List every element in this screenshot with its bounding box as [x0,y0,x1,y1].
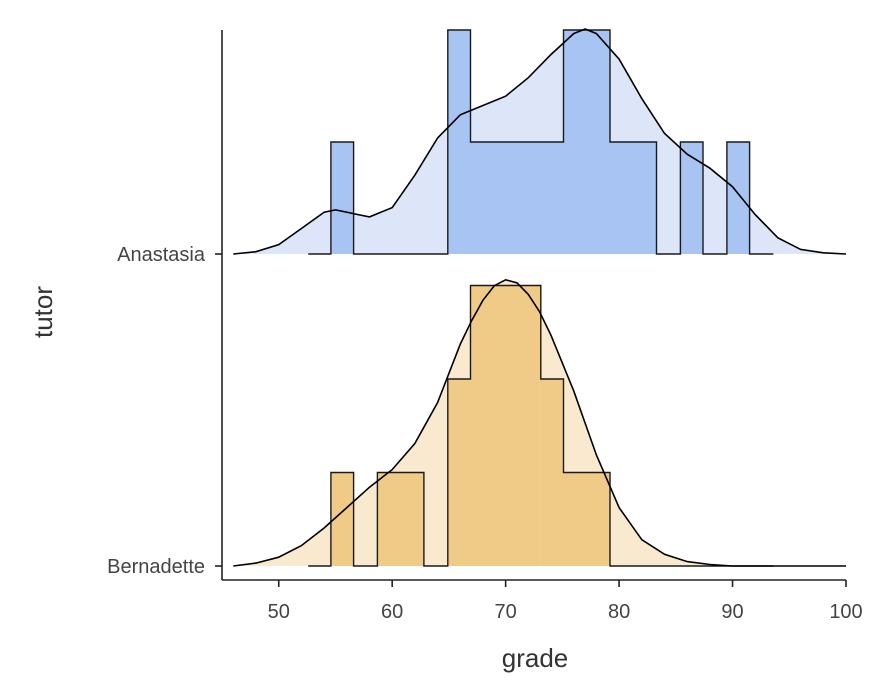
histogram-bar [377,472,424,566]
x-tick-label: 100 [829,601,862,623]
histogram-bar [330,472,354,566]
ridge-rows [233,28,847,567]
histogram-bar [563,30,610,254]
histogram-bar [680,142,704,254]
density-line [233,278,846,567]
histogram-bar [470,142,564,254]
histogram-bar [330,142,354,254]
ridge-anastasia [233,28,847,255]
histogram-bar [726,142,750,254]
x-tick-label: 80 [608,601,630,623]
x-tick-label: 70 [495,601,517,623]
histogram-bar [470,285,541,566]
y-ticks: Anastasia Bernadette [107,244,222,578]
histogram-bar [563,472,610,566]
x-tick-label: 50 [268,601,290,623]
x-tick-label: 90 [721,601,743,623]
histogram-bar [447,30,471,254]
y-tick-label: Anastasia [117,244,206,266]
histogram-bar [447,379,471,566]
histogram-bar [610,142,657,254]
x-axis-title: grade [502,643,569,673]
density-line [233,28,847,255]
histogram-bar [540,379,564,566]
histogram-outline [308,284,774,567]
ridge-bernadette [233,278,847,567]
x-ticks: 50 60 70 80 90 100 [268,580,863,623]
y-tick-label: Bernadette [107,556,205,578]
y-axis-title: tutor [28,286,58,338]
x-tick-label: 60 [381,601,403,623]
histogram-outline [308,29,774,255]
axes [221,30,846,581]
